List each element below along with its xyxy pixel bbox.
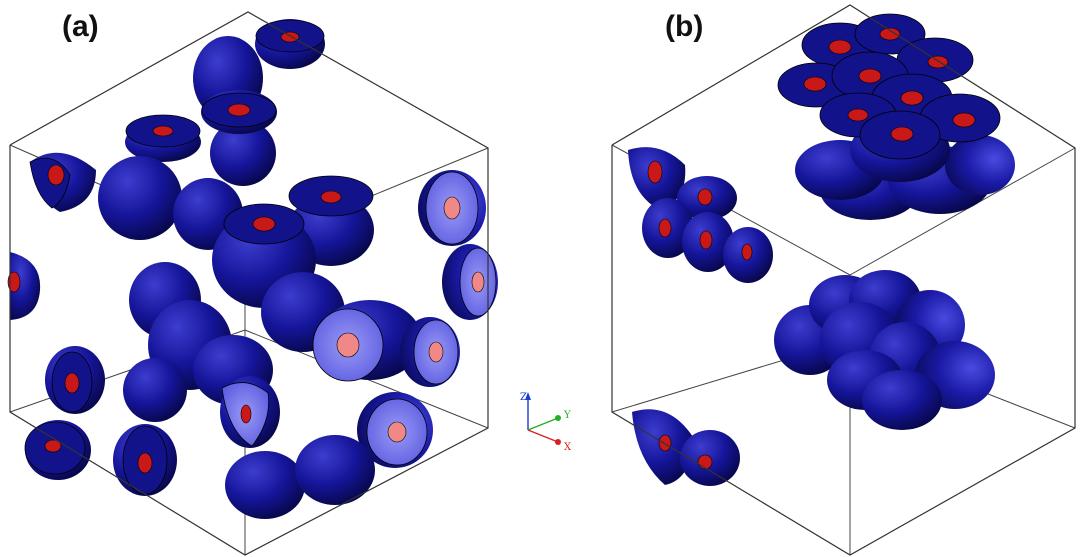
panel-a-label: (a) [62,10,99,43]
panel-b-left-cluster [628,147,773,283]
panel-a-particles [7,19,498,519]
coordinate-axes-icon: Z Y X [506,380,586,480]
panel-b-bottom-cluster [774,270,995,430]
axis-z-label: Z [520,392,527,403]
panel-a-box-front [9,11,489,556]
axis-y-label: Y [563,410,571,421]
panel-b-scene [611,4,1076,556]
panel-b-box-front [611,4,1076,556]
axis-x-label: X [564,442,572,453]
panel-a-scene [7,11,498,556]
panel-a: (a) [7,10,498,556]
panel-b-corner-cluster [632,409,740,486]
panel-b-label: (b) [665,10,704,43]
panel-b-top-cluster [777,13,1015,220]
panel-b: (b) [540,0,1080,557]
